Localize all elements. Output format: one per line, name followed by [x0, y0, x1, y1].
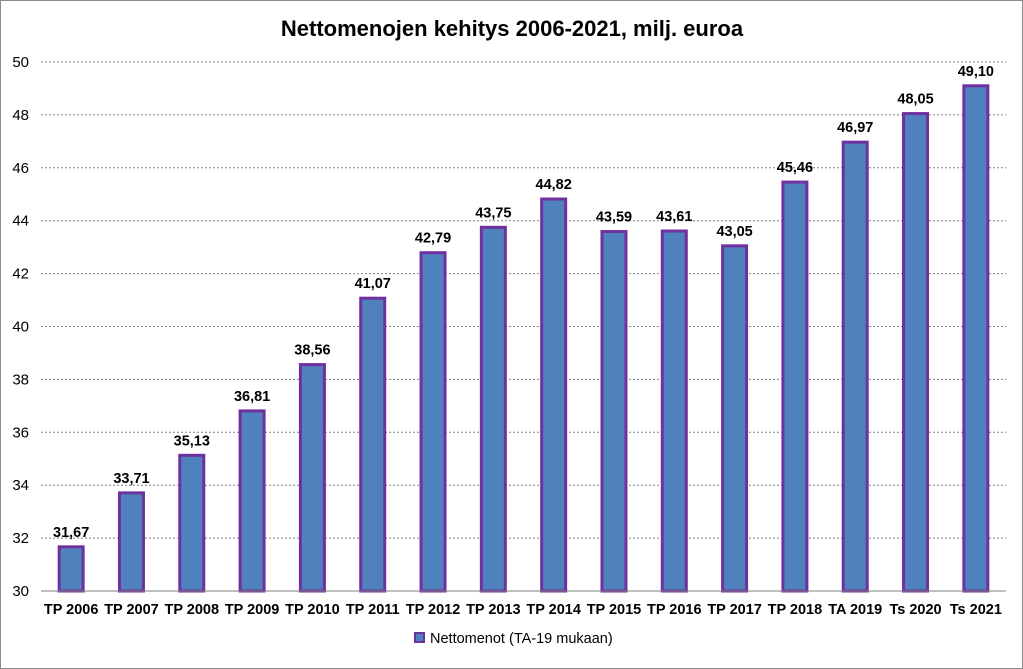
x-tick-label: Ts 2020 [889, 602, 941, 618]
bar [781, 180, 809, 593]
bar [57, 545, 85, 593]
y-tick-label: 42 [12, 266, 29, 283]
bar [298, 363, 326, 593]
data-label: 45,46 [777, 160, 813, 176]
x-tick-label: TP 2015 [587, 602, 642, 618]
x-tick-label: TP 2007 [104, 602, 159, 618]
data-label: 43,61 [656, 209, 692, 225]
bar [962, 84, 990, 593]
bar [479, 225, 507, 593]
x-tick-label: TP 2017 [707, 602, 762, 618]
x-tick-label: TA 2019 [828, 602, 882, 618]
bar [902, 112, 930, 593]
y-tick-label: 36 [12, 424, 29, 441]
bar [660, 229, 688, 593]
x-tick-label: TP 2014 [526, 602, 581, 618]
data-label: 35,13 [174, 433, 210, 449]
y-axis-ticks: 30 32 34 36 38 40 42 44 46 48 50 [12, 54, 29, 600]
bar [540, 197, 568, 593]
y-tick-label: 48 [12, 107, 29, 124]
x-tick-label: TP 2012 [406, 602, 461, 618]
y-tick-label: 30 [12, 583, 29, 600]
x-tick-label: TP 2008 [165, 602, 220, 618]
x-tick-label: TP 2006 [44, 602, 99, 618]
y-tick-label: 32 [12, 530, 29, 547]
bar [359, 296, 387, 593]
data-label: 43,59 [596, 210, 632, 226]
bar [238, 409, 266, 593]
x-tick-label: Ts 2021 [950, 602, 1002, 618]
bars [57, 84, 990, 593]
legend-swatch [414, 632, 425, 643]
data-label: 46,97 [837, 120, 873, 136]
data-label: 41,07 [355, 276, 391, 292]
bar [117, 491, 145, 593]
x-tick-label: TP 2013 [466, 602, 521, 618]
y-tick-label: 34 [12, 477, 29, 494]
x-axis-ticks: TP 2006 TP 2007 TP 2008 TP 2009 TP 2010 TP 20… [44, 602, 1002, 618]
data-labels: 31,67 33,71 35,13 36,81 38,56 41,07 42,79 43,75… [53, 64, 994, 541]
y-tick-label: 38 [12, 371, 29, 388]
data-label: 31,67 [53, 525, 89, 541]
x-tick-label: TP 2009 [225, 602, 280, 618]
data-label: 38,56 [294, 343, 330, 359]
data-label: 49,10 [958, 64, 994, 80]
y-tick-label: 46 [12, 160, 29, 177]
legend-label: Nettomenot (TA-19 mukaan) [430, 631, 613, 647]
x-tick-label: TP 2018 [768, 602, 823, 618]
x-tick-label: TP 2016 [647, 602, 702, 618]
bar [178, 453, 206, 593]
data-label: 36,81 [234, 389, 270, 405]
data-label: 43,75 [475, 205, 511, 221]
data-label: 42,79 [415, 231, 451, 247]
bar [600, 230, 628, 593]
x-tick-label: TP 2010 [285, 602, 340, 618]
chart-title: Nettomenojen kehitys 2006-2021, milj. eu… [281, 16, 744, 41]
y-tick-label: 40 [12, 319, 29, 336]
y-tick-label: 50 [12, 54, 29, 71]
data-label: 33,71 [113, 471, 149, 487]
bar [721, 244, 749, 593]
legend: Nettomenot (TA-19 mukaan) [414, 631, 613, 647]
y-tick-label: 44 [12, 213, 29, 230]
x-tick-label: TP 2011 [346, 602, 400, 618]
bar [841, 140, 869, 593]
bar [419, 251, 447, 593]
data-label: 48,05 [897, 92, 933, 108]
data-label: 44,82 [536, 177, 572, 193]
data-label: 43,05 [716, 224, 752, 240]
